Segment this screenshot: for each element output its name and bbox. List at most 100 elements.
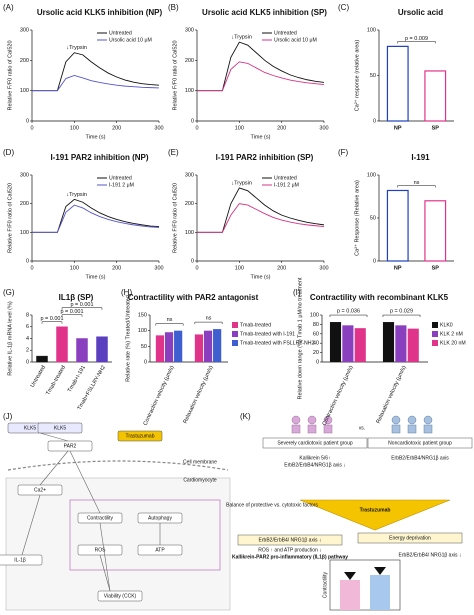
pathway-box — [69, 499, 221, 571]
diagram-text: ErbB2/ErbB4/ NRG1β axis ↓ — [259, 537, 322, 543]
mini-bar — [370, 575, 390, 610]
bar — [382, 322, 395, 362]
y-tick-label: 0 — [191, 258, 194, 264]
y-tick-label: 300 — [185, 172, 194, 178]
y-tick-label: 100 — [138, 328, 147, 334]
y-tick-label: 0 — [26, 258, 29, 264]
y-tick-label: 60 — [313, 331, 319, 337]
annotation: p = 0.036 — [337, 309, 360, 315]
bar — [194, 334, 204, 362]
annotation: p = 0.009 — [405, 36, 428, 42]
bracket — [194, 321, 223, 325]
diagram-arrow — [21, 494, 41, 556]
annotation: p = 0.001 — [70, 302, 93, 308]
panel-label: (E) — [168, 148, 179, 157]
y-axis-label: Relative rate (%) Treated/Untreated — [125, 295, 131, 382]
diagram-text: Severely cardiotoxic patient group — [277, 440, 353, 446]
y-tick-label: 200 — [20, 58, 29, 64]
panel-label: (B) — [168, 3, 179, 12]
legend-label: Ursolic acid 10 μM — [274, 37, 317, 43]
legend-label: I-191 2 μM — [274, 182, 299, 188]
patient-icons-left — [291, 415, 333, 434]
legend-label: Untreated — [274, 30, 297, 36]
bracket — [61, 307, 103, 310]
legend-swatch — [432, 331, 438, 337]
y-tick-label: 0 — [191, 118, 194, 124]
y-axis-label: Relative F/F0 ratio of Cal520 — [172, 183, 178, 253]
x-tick-label: 0 — [30, 125, 33, 131]
diagram-arrow — [99, 554, 111, 592]
mini-arrows — [344, 567, 386, 580]
y-tick-label: 100 — [20, 88, 29, 94]
x-tick-label: 300 — [319, 265, 328, 271]
x-tick-label: Tmab-treated — [45, 365, 67, 397]
diagram-text: KLK5 — [54, 425, 66, 431]
y-tick-label: 300 — [20, 172, 29, 178]
y-axis-label: Relative down range (%) Tmab 1 μM/no tre… — [297, 277, 303, 399]
bar — [203, 330, 213, 362]
mini-chart-frame — [329, 559, 401, 611]
bracket — [329, 314, 368, 318]
diagram-text: Viability (CCK) — [104, 593, 137, 599]
x-tick-label: 0 — [195, 265, 198, 271]
annotation: ↓Trypsin — [66, 192, 87, 198]
bar — [155, 335, 165, 362]
bracket — [155, 323, 184, 326]
panel-label: (K) — [240, 412, 251, 421]
annotation: ↓Trypsin — [66, 45, 87, 51]
y-tick-label: 200 — [185, 201, 194, 207]
y-tick-label: 20 — [313, 350, 319, 356]
x-tick-label: Untreated — [30, 365, 47, 389]
bar — [76, 338, 88, 363]
chart-title: IL1β (SP) — [59, 293, 94, 302]
diagram-text: Contractility — [87, 515, 114, 521]
diagram-text: Kallikrein 5/6↑ — [299, 455, 330, 461]
x-tick-label: 0 — [195, 125, 198, 131]
y-tick-label: 0 — [26, 118, 29, 124]
legend-swatch — [432, 340, 438, 346]
legend-label: KLK 2 nM — [440, 331, 463, 337]
y-tick-label: 80 — [313, 322, 319, 328]
diagram-arrow — [69, 450, 101, 514]
y-tick-label: 100 — [185, 88, 194, 94]
bar — [96, 336, 108, 363]
y-tick-label: 300 — [20, 27, 29, 33]
panel-label: (A) — [3, 3, 14, 12]
diagram-text: Balance of protective vs. cytotoxic fact… — [226, 502, 318, 508]
bracket — [397, 41, 436, 44]
diagram-node — [37, 422, 83, 434]
diagram-text: PAR2 — [64, 443, 77, 449]
diagram-arrow — [39, 450, 69, 486]
y-tick-label: 4 — [26, 336, 29, 342]
annotation: ns — [206, 316, 212, 322]
diagram-node — [357, 532, 463, 544]
y-tick-label: 8 — [26, 312, 29, 318]
cell-area — [5, 477, 231, 611]
legend-label: Untreated — [109, 30, 132, 36]
bracket — [61, 314, 83, 317]
y-axis-label: Relative F/F0 ratio of Cal520 — [7, 40, 13, 110]
x-tick-label: 200 — [112, 265, 121, 271]
chart-title: Contractility with recombinant KLK5 — [310, 293, 449, 302]
chart-title: Ursolic acid — [398, 8, 443, 17]
legend-label: Tmab-treated with I-191 — [240, 331, 295, 337]
bar — [213, 329, 222, 362]
y-tick-label: 0 — [373, 258, 376, 264]
diagram-node — [97, 590, 143, 602]
bracket — [41, 321, 63, 324]
series-line — [32, 75, 160, 92]
chart-title: I-191 — [411, 153, 430, 162]
x-tick-label: 100 — [70, 265, 79, 271]
series-line — [197, 187, 325, 233]
x-tick-label: 0 — [30, 265, 33, 271]
diagram-text: ATP — [155, 547, 165, 553]
diagram-text: Cardiomyocyte — [183, 477, 217, 483]
y-tick-label: 0 — [373, 118, 376, 124]
bar — [164, 332, 174, 362]
annotation: p = 0.001 — [60, 309, 83, 315]
diagram-text: Trastuzumab — [360, 507, 391, 513]
y-tick-label: 50 — [141, 344, 147, 350]
y-tick-label: 6 — [26, 324, 29, 330]
x-tick-label: 300 — [154, 125, 163, 131]
